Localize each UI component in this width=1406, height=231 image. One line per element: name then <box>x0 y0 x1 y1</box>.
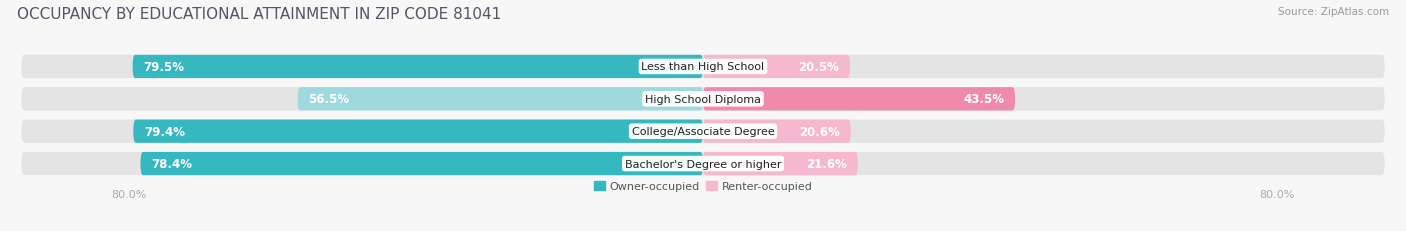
Text: High School Diploma: High School Diploma <box>645 94 761 104</box>
Text: 43.5%: 43.5% <box>963 93 1004 106</box>
FancyBboxPatch shape <box>132 55 703 79</box>
Text: College/Associate Degree: College/Associate Degree <box>631 127 775 137</box>
Legend: Owner-occupied, Renter-occupied: Owner-occupied, Renter-occupied <box>589 177 817 196</box>
Text: Less than High School: Less than High School <box>641 62 765 72</box>
FancyBboxPatch shape <box>298 88 703 111</box>
Text: 20.5%: 20.5% <box>799 61 839 74</box>
Text: 79.4%: 79.4% <box>143 125 186 138</box>
FancyBboxPatch shape <box>703 120 851 143</box>
Text: 78.4%: 78.4% <box>152 157 193 170</box>
FancyBboxPatch shape <box>703 152 858 176</box>
FancyBboxPatch shape <box>21 55 1385 79</box>
Text: Bachelor's Degree or higher: Bachelor's Degree or higher <box>624 159 782 169</box>
FancyBboxPatch shape <box>134 120 703 143</box>
Text: OCCUPANCY BY EDUCATIONAL ATTAINMENT IN ZIP CODE 81041: OCCUPANCY BY EDUCATIONAL ATTAINMENT IN Z… <box>17 7 501 22</box>
FancyBboxPatch shape <box>703 88 1015 111</box>
FancyBboxPatch shape <box>21 88 1385 111</box>
FancyBboxPatch shape <box>21 152 1385 176</box>
Text: 20.6%: 20.6% <box>799 125 839 138</box>
Text: 21.6%: 21.6% <box>807 157 848 170</box>
Text: Source: ZipAtlas.com: Source: ZipAtlas.com <box>1278 7 1389 17</box>
Text: 79.5%: 79.5% <box>143 61 184 74</box>
Text: 56.5%: 56.5% <box>308 93 350 106</box>
FancyBboxPatch shape <box>141 152 703 176</box>
FancyBboxPatch shape <box>21 120 1385 143</box>
FancyBboxPatch shape <box>703 55 851 79</box>
